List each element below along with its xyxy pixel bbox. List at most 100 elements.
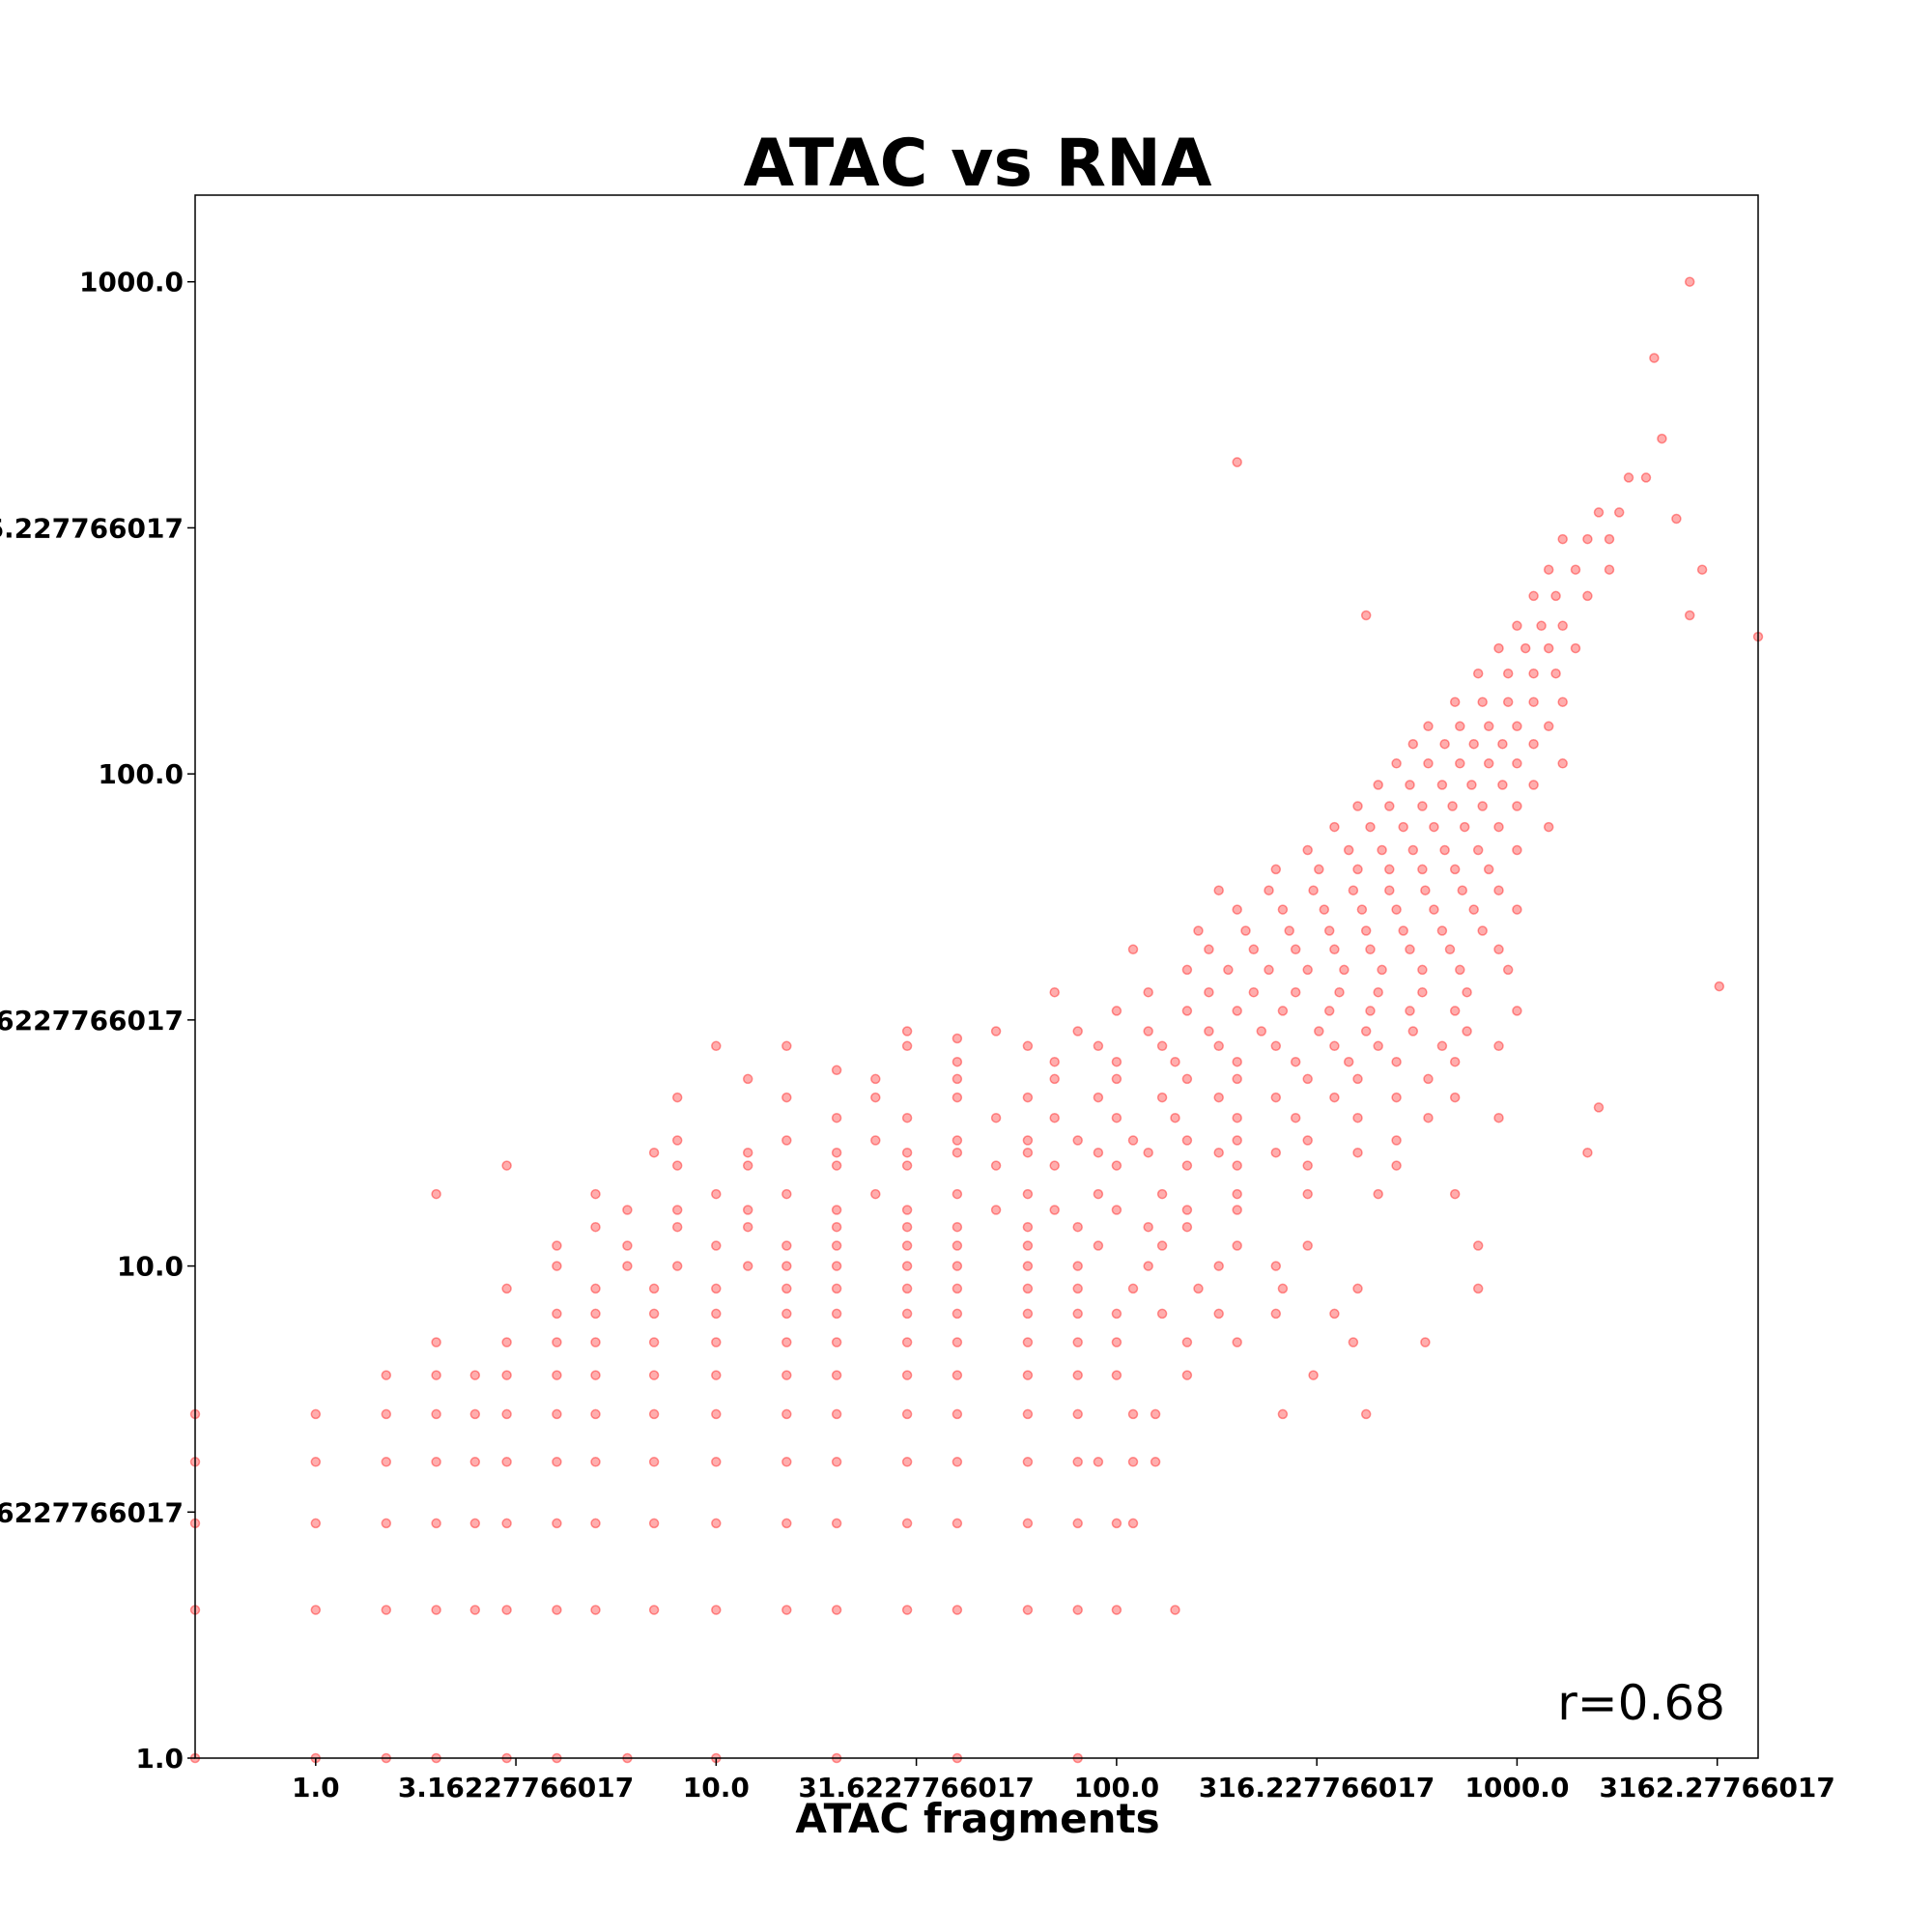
scatter-point (1290, 1112, 1301, 1123)
scatter-point (831, 1240, 842, 1251)
scatter-point (1512, 721, 1522, 732)
scatter-point (1213, 1040, 1224, 1052)
scatter-point (990, 1160, 1002, 1171)
scatter-point (742, 1147, 753, 1158)
scatter-point (1093, 1188, 1104, 1200)
scatter-point (1405, 944, 1415, 955)
scatter-point (1512, 801, 1522, 811)
scatter-point (1181, 1221, 1193, 1233)
scatter-point (1256, 1026, 1267, 1037)
scatter-point (952, 1261, 963, 1271)
scatter-point (1022, 1518, 1034, 1529)
scatter-point (901, 1408, 913, 1420)
scatter-point (1398, 821, 1408, 833)
scatter-point (1264, 964, 1274, 976)
scatter-point (1543, 821, 1554, 833)
scatter-point (622, 1261, 633, 1271)
scatter-point (952, 1188, 963, 1200)
scatter-point (831, 1283, 842, 1294)
scatter-point (552, 1518, 562, 1529)
scatter-point (1429, 904, 1439, 915)
x-tick-label: 3.16227766017 (398, 1772, 634, 1804)
scatter-point (1213, 885, 1224, 895)
scatter-point (501, 1370, 512, 1380)
scatter-point (1049, 1160, 1060, 1171)
scatter-point (1455, 758, 1465, 769)
scatter-point (1352, 1073, 1363, 1085)
scatter-point (901, 1261, 913, 1271)
scatter-point (1232, 904, 1242, 915)
scatter-point (1264, 885, 1274, 895)
scatter-point (552, 1337, 562, 1348)
scatter-point (1232, 1135, 1242, 1146)
scatter-point (1502, 964, 1514, 976)
scatter-point (1436, 925, 1448, 936)
scatter-point (952, 1337, 963, 1348)
scatter-point (1143, 1261, 1153, 1271)
scatter-point (552, 1408, 562, 1420)
scatter-point (711, 1337, 722, 1348)
scatter-point (1093, 1457, 1104, 1467)
scatter-point (469, 1370, 481, 1380)
x-tick-label: 10.0 (683, 1772, 750, 1804)
scatter-point (952, 1370, 963, 1380)
scatter-point (1493, 821, 1504, 833)
scatter-point (1111, 1605, 1122, 1615)
scatter-point (1447, 801, 1458, 811)
scatter-point (1270, 864, 1282, 875)
scatter-point (552, 1308, 562, 1320)
scatter-point (1593, 1102, 1605, 1113)
scatter-point (1348, 885, 1359, 895)
x-axis-title: ATAC fragments (795, 1795, 1159, 1842)
scatter-point (1365, 944, 1376, 955)
scatter-point (1352, 1283, 1363, 1294)
scatter-point (1232, 1240, 1242, 1251)
scatter-point (1156, 1092, 1168, 1103)
scatter-point (1150, 1408, 1161, 1420)
scatter-point (1127, 1283, 1139, 1294)
scatter-point (1407, 1026, 1419, 1037)
scatter-point (1352, 801, 1363, 811)
scatter-point (901, 1205, 913, 1215)
scatter-point (590, 1518, 601, 1529)
scatter-point (1671, 513, 1682, 525)
scatter-point (1512, 1006, 1522, 1016)
scatter-point (1022, 1457, 1034, 1467)
scatter-point (1497, 738, 1508, 750)
scatter-point (431, 1605, 441, 1615)
scatter-point (1373, 1188, 1383, 1200)
scatter-point (1449, 1188, 1461, 1200)
scatter-point (711, 1457, 722, 1467)
scatter-point (552, 1457, 562, 1467)
scatter-point (1684, 610, 1695, 621)
scatter-point (1111, 1337, 1122, 1348)
scatter-point (1407, 738, 1419, 750)
scatter-point (381, 1370, 392, 1380)
y-tick-label: 31.6227766017 (0, 1005, 184, 1037)
scatter-point (1423, 758, 1434, 769)
scatter-point (901, 1337, 913, 1348)
scatter-point (1420, 1337, 1431, 1348)
scatter-point (1181, 1006, 1193, 1016)
scatter-point (648, 1147, 660, 1158)
scatter-point (870, 1092, 881, 1103)
scatter-point (711, 1188, 722, 1200)
x-tick-label: 31.6227766017 (798, 1772, 1034, 1804)
scatter-point (742, 1160, 753, 1171)
scatter-point (431, 1518, 441, 1529)
x-tick-label: 3162.27766017 (1599, 1772, 1834, 1804)
scatter-point (1360, 1408, 1372, 1420)
scatter-point (1405, 780, 1415, 790)
scatter-point (1436, 780, 1448, 790)
scatter-point (901, 1221, 913, 1233)
scatter-point (952, 1283, 963, 1294)
scatter-point (501, 1408, 512, 1420)
scatter-point (1391, 758, 1402, 769)
scatter-point (1714, 980, 1725, 992)
scatter-point (1423, 1112, 1434, 1123)
scatter-point (1093, 1240, 1104, 1251)
scatter-point (1365, 821, 1376, 833)
scatter-point (1111, 1205, 1122, 1215)
scatter-point (1459, 821, 1470, 833)
scatter-point (831, 1205, 842, 1215)
